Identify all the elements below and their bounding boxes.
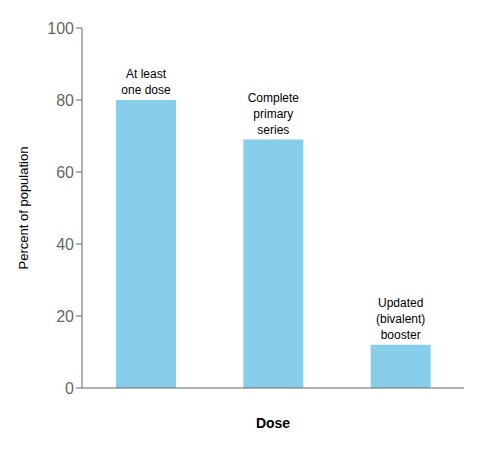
svg-text:Dose: Dose <box>256 415 290 431</box>
svg-text:Updated(bivalent)booster: Updated(bivalent)booster <box>376 296 425 342</box>
svg-text:40: 40 <box>56 236 74 253</box>
svg-text:Percent of population: Percent of population <box>16 147 31 270</box>
svg-text:80: 80 <box>56 92 74 109</box>
svg-text:20: 20 <box>56 308 74 325</box>
svg-text:Completeprimaryseries: Completeprimaryseries <box>248 91 300 137</box>
svg-text:0: 0 <box>65 380 74 397</box>
svg-text:60: 60 <box>56 164 74 181</box>
svg-text:At leastone dose: At leastone dose <box>121 67 171 97</box>
svg-text:100: 100 <box>47 20 74 37</box>
